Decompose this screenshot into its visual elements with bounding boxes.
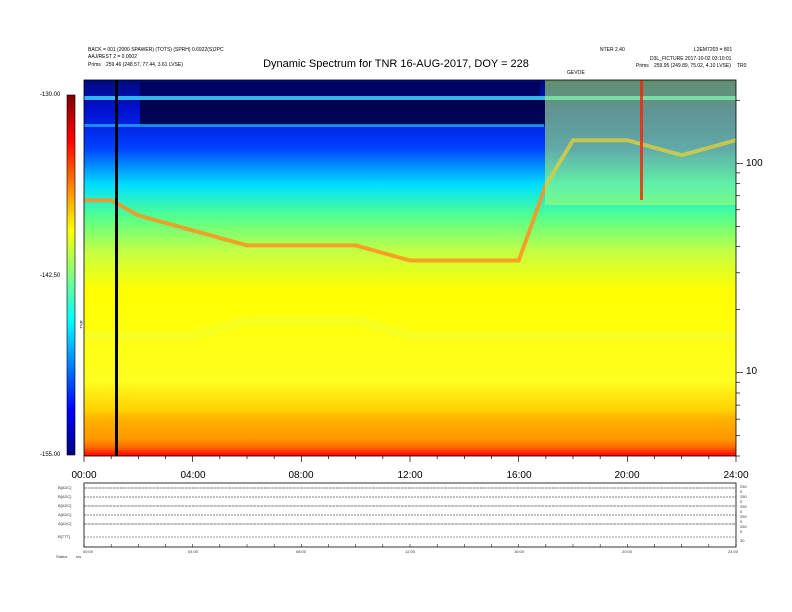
y-tick-10: 10 bbox=[746, 366, 758, 377]
x-tick-3: 12:00 bbox=[397, 470, 423, 481]
colorbar-tick-bottom: -155.00 bbox=[40, 452, 61, 458]
sub-row-right-extra-3: 0 bbox=[740, 509, 743, 514]
sub-row-right-extra-5: 0 bbox=[740, 529, 743, 534]
sub-row-right-extra-1: 0 bbox=[740, 489, 743, 494]
y-axis-ticks bbox=[736, 99, 743, 457]
header-left-line2: AAJ/REST 2 = 0.0002 bbox=[88, 54, 137, 60]
cyan-stripe-1 bbox=[84, 96, 736, 100]
spectrum-area bbox=[84, 80, 736, 456]
y-tick-100: 100 bbox=[746, 158, 763, 169]
sub-row-label-5: A[ADC] bbox=[58, 521, 72, 526]
sub-row-label-6: B[TTT] bbox=[58, 534, 71, 539]
header-sub-marker: GEVOE bbox=[567, 70, 585, 76]
sub-row-label-2: B[ADC] bbox=[58, 494, 72, 499]
header-left-line1: BACK = 001 (2000 SPAWER) (TOTS) (SPRH) 0… bbox=[88, 47, 224, 53]
sub-x-tick-5: 20:00 bbox=[621, 549, 633, 554]
sub-x-tick-4: 16:00 bbox=[513, 549, 525, 554]
sub-row-right-3: 250 bbox=[740, 504, 747, 509]
sub-row-label-4: A[ADC] bbox=[58, 512, 72, 517]
footer-value: s/s bbox=[76, 554, 82, 559]
sub-row-label-1: B[ADC] bbox=[58, 485, 72, 490]
sub-row-right-extra-4: 0 bbox=[740, 519, 743, 524]
data-gap-line bbox=[115, 80, 118, 456]
sub-row-right-extra-2: 0 bbox=[740, 499, 743, 504]
sub-x-tick-0: 00:00 bbox=[82, 549, 94, 554]
sub-row-right-6: 30 bbox=[740, 538, 745, 543]
x-tick-2: 08:00 bbox=[288, 470, 314, 481]
header-right-line1-right: L2EM7203 = 801 bbox=[694, 47, 733, 53]
x-axis-ticks bbox=[83, 456, 737, 462]
sub-row-label-3: B[ADC] bbox=[58, 503, 72, 508]
header-corner: TR0 bbox=[737, 63, 747, 69]
colorbar-tick-mid: -142.50 bbox=[40, 273, 61, 279]
header-left-line3-label: Prims bbox=[88, 62, 101, 68]
colorbar-tick-top: -130.00 bbox=[40, 92, 61, 98]
sub-row-right-4: 250 bbox=[740, 514, 747, 519]
header-right-line3-value: 259.95 (249.89, 75.02, 4.10 LVSE) bbox=[654, 63, 731, 69]
low-frequency-band bbox=[84, 416, 736, 456]
sub-panel-traces bbox=[83, 487, 737, 547]
sub-x-tick-1: 04:00 bbox=[187, 549, 199, 554]
dark-block-mid bbox=[140, 100, 545, 125]
sub-row-right-5: 250 bbox=[740, 524, 747, 529]
dark-block-top bbox=[140, 82, 540, 98]
x-tick-5: 20:00 bbox=[614, 470, 640, 481]
header-right-line2: D3L_FICTURE 2017-10-02 03:10:01 bbox=[650, 56, 732, 62]
sub-x-tick-2: 08:00 bbox=[295, 549, 307, 554]
x-tick-1: 04:00 bbox=[180, 470, 206, 481]
red-spike bbox=[640, 80, 643, 200]
x-tick-0: 00:00 bbox=[71, 470, 97, 481]
sub-row-right-1: 250 bbox=[740, 484, 747, 489]
sub-x-tick-3: 12:00 bbox=[404, 549, 416, 554]
colorbar-label: TNR bbox=[78, 320, 84, 329]
header-right-line1-left: NTER 2.40 bbox=[600, 47, 625, 53]
cyan-stripe-2 bbox=[84, 124, 544, 127]
sub-row-right-2: 250 bbox=[740, 494, 747, 499]
band-lower bbox=[84, 315, 736, 341]
footer-label: Status bbox=[56, 554, 68, 559]
x-tick-4: 16:00 bbox=[506, 470, 532, 481]
x-tick-6: 24:00 bbox=[723, 470, 749, 481]
chart-title: Dynamic Spectrum for TNR 16-AUG-2017, DO… bbox=[263, 58, 529, 70]
header-right-line3-label: Prims bbox=[636, 63, 649, 69]
colorbar bbox=[66, 94, 76, 456]
header-left-line3-value: 259.46 (248.57, 77.44, 3.61 LVSE) bbox=[106, 62, 183, 68]
sub-x-tick-6: 24:00 bbox=[727, 549, 739, 554]
